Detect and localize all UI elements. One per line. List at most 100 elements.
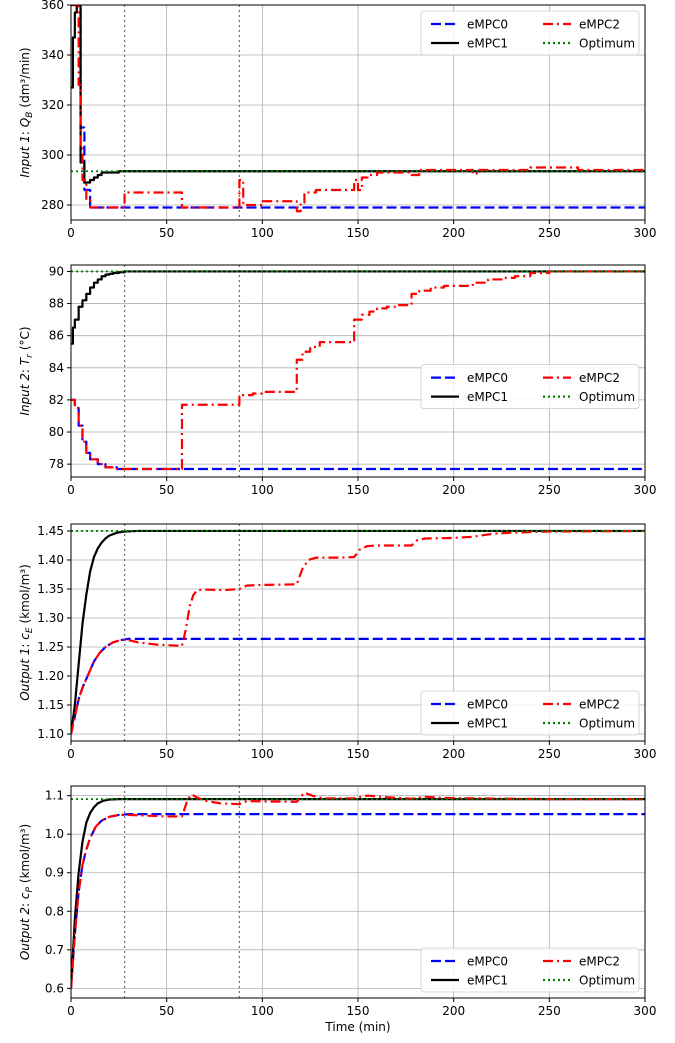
y-tick-label: 86 (49, 329, 64, 343)
y-tick-label: 1.30 (37, 611, 64, 625)
y-tick-label: 0.8 (45, 904, 64, 918)
series-line-empc1 (71, 5, 645, 184)
x-tick-label: 150 (347, 747, 370, 761)
x-tick-label: 50 (159, 483, 174, 497)
y-tick-label: 0.6 (45, 981, 64, 995)
y-tick-label: 1.10 (37, 727, 64, 741)
series-line-empc2 (71, 5, 645, 213)
legend-label-empc0: eMPC0 (467, 955, 508, 969)
series-line-empc1 (71, 529, 645, 735)
x-tick-label: 100 (251, 747, 274, 761)
x-tick-label: 50 (159, 1004, 174, 1018)
y-axis-label-symbol: T (18, 356, 32, 365)
legend-label-empc2: eMPC2 (579, 955, 620, 969)
x-tick-label: 200 (442, 747, 465, 761)
series-line-empc1 (71, 270, 645, 345)
chart-panel-3: 0 50 100 150 200 250 300 1.10 1.15 1.20 1.25 1.30 1.… (18, 523, 657, 761)
x-tick-label: 300 (634, 747, 657, 761)
x-axis-label: Time (min) (324, 1020, 390, 1034)
y-axis-label-subscript: r (25, 353, 35, 358)
x-tick-label: 100 (251, 483, 274, 497)
x-tick-label: 300 (634, 226, 657, 240)
y-tick-label: 340 (41, 48, 64, 62)
y-tick-label: 0.9 (45, 866, 64, 880)
series-group (71, 791, 645, 989)
legend-label-empc1: eMPC1 (467, 717, 508, 731)
y-tick-label: 82 (49, 393, 64, 407)
x-tick-label: 300 (634, 1004, 657, 1018)
legend-frame (420, 947, 640, 993)
x-tick-label: 150 (347, 226, 370, 240)
legend-label-empc0: eMPC0 (467, 18, 508, 32)
x-tick-label: 50 (159, 226, 174, 240)
y-tick-label: 1.1 (45, 789, 64, 803)
x-tick-label: 100 (251, 226, 274, 240)
y-tick-label: 1.15 (37, 698, 64, 712)
legend-frame (420, 10, 640, 56)
legend-label-optimum: Optimum (579, 37, 635, 51)
y-axis-label-colon: : (18, 127, 32, 135)
y-axis-label-unit: (kmol/m³) (18, 564, 32, 623)
y-tick-label: 300 (41, 148, 64, 162)
legend-label-optimum: Optimum (579, 390, 635, 404)
y-tick-label: 1.25 (37, 640, 64, 654)
y-tick-label: 1.40 (37, 553, 64, 567)
series-line-empc1 (71, 798, 645, 989)
y-axis-label-name: Input 1 (18, 135, 32, 178)
y-axis-label: Input 2: Tr (°C) (18, 326, 35, 415)
y-axis-label: Output 1: cE (kmol/m³) (18, 564, 35, 701)
y-axis-label: Output 2: cP (kmol/m³) (18, 824, 35, 960)
legend-label-empc2: eMPC2 (579, 371, 620, 385)
x-tick-label: 150 (347, 483, 370, 497)
y-axis-label-colon: : (18, 899, 32, 907)
x-tick-label: 250 (538, 747, 561, 761)
series-line-empc2 (71, 270, 645, 471)
x-tick-label: 50 (159, 747, 174, 761)
y-tick-label: 360 (41, 0, 64, 12)
x-tick-label: 0 (67, 747, 75, 761)
y-tick-label: 78 (49, 457, 64, 471)
y-axis-label-unit: (°C) (18, 326, 32, 350)
y-tick-label: 80 (49, 425, 64, 439)
legend: eMPC0 eMPC1 eMPC2 Optimum (420, 364, 640, 410)
legend-label-optimum: Optimum (579, 974, 635, 988)
legend-label-empc1: eMPC1 (467, 390, 508, 404)
x-tick-label: 200 (442, 483, 465, 497)
series-group (71, 529, 645, 735)
y-tick-label: 280 (41, 198, 64, 212)
y-axis-label-name: Input 2 (18, 373, 32, 416)
legend-frame (420, 364, 640, 410)
y-tick-label: 1.45 (37, 524, 64, 538)
x-tick-label: 0 (67, 1004, 75, 1018)
y-axis-label-colon: : (18, 640, 32, 648)
x-tick-label: 100 (251, 1004, 274, 1018)
y-tick-label: 1.20 (37, 669, 64, 683)
legend-label-optimum: Optimum (579, 717, 635, 731)
x-tick-label: 300 (634, 483, 657, 497)
chart-panel-4: 0 50 100 150 200 250 300 0.6 0.7 0.8 0.9 1.0 1.1 Outp… (18, 785, 657, 1034)
y-axis-label-unit: (dm³/min) (18, 47, 32, 107)
series-group (71, 270, 645, 471)
y-axis-label-name: Output 1 (18, 648, 32, 701)
x-tick-label: 0 (67, 226, 75, 240)
legend-label-empc2: eMPC2 (579, 698, 620, 712)
x-tick-label: 150 (347, 1004, 370, 1018)
y-axis-label-colon: : (18, 365, 32, 373)
x-tick-label: 250 (538, 483, 561, 497)
y-axis-label-subscript: E (25, 627, 35, 633)
y-axis-label-symbol: c (18, 892, 32, 899)
series-line-empc2 (71, 791, 645, 989)
chart-panel-2: 0 50 100 150 200 250 300 78 80 82 84 86 88 90 Input 2:… (18, 264, 656, 497)
y-tick-label: 0.7 (45, 943, 64, 957)
y-axis-label: Input 1: QB (dm³/min) (18, 47, 35, 177)
legend-label-empc0: eMPC0 (467, 698, 508, 712)
legend: eMPC0 eMPC1 eMPC2 Optimum (420, 10, 640, 56)
legend-frame (420, 690, 640, 736)
legend: eMPC0 eMPC1 eMPC2 Optimum (420, 947, 640, 993)
x-tick-label: 0 (67, 483, 75, 497)
legend-label-empc2: eMPC2 (579, 18, 620, 32)
series-group (71, 5, 645, 213)
y-axis-label-symbol: Q (18, 118, 32, 127)
y-tick-label: 88 (49, 297, 64, 311)
